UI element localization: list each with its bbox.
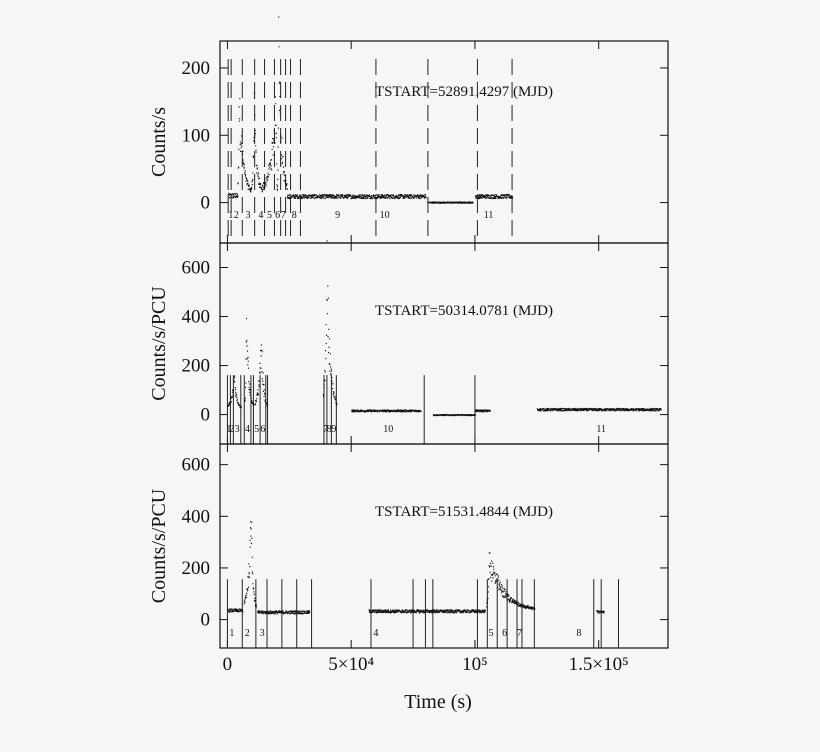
segment-label: 7 (323, 424, 328, 435)
segment-label: 5 (267, 210, 272, 221)
segment-label: 1 (228, 210, 233, 221)
segment-label: 6 (502, 628, 507, 639)
y-tick-label: 0 (201, 610, 211, 631)
y-axis-title: Counts/s (148, 107, 170, 177)
y-tick-label: 200 (182, 356, 211, 377)
x-axis-title: Time (s) (404, 691, 472, 713)
light-curve-series (286, 193, 427, 200)
light-curve-series (351, 409, 422, 413)
segment-label: 3 (235, 424, 240, 435)
panel-frame (219, 242, 669, 445)
y-tick-label: 400 (182, 506, 211, 527)
segment-label: 8 (292, 210, 297, 221)
light-curve-series (254, 344, 269, 407)
segment-label: 11 (596, 424, 606, 435)
light-curve-series (322, 240, 338, 406)
light-curve-series (486, 552, 536, 611)
y-tick-label: 600 (182, 258, 211, 279)
light-curve-series (243, 521, 257, 608)
segment-label: 1 (226, 424, 231, 435)
x-tick-label: 0 (223, 654, 233, 675)
y-tick-label: 100 (182, 125, 211, 146)
light-curve-series (427, 201, 474, 204)
y-tick-label: 200 (182, 58, 211, 79)
light-curve-series (244, 318, 255, 406)
light-curve-series (262, 96, 278, 191)
x-tick-label: 10⁵ (462, 654, 488, 675)
segment-label: 8 (576, 628, 581, 639)
light-curve-series (257, 610, 311, 615)
light-curve-series (227, 192, 239, 199)
segment-label: 10 (380, 210, 390, 221)
segment-label: 1 (229, 628, 234, 639)
segment-label: 3 (260, 628, 265, 639)
y-tick-label: 0 (201, 193, 211, 214)
light-curve-series (368, 609, 486, 614)
tstart-annotation: TSTART=52891.4297 (MJD) (375, 84, 553, 100)
data-points (227, 240, 662, 417)
light-curve-series (227, 608, 244, 613)
y-tick-label: 0 (201, 405, 211, 426)
light-curve-series (227, 375, 242, 409)
segment-label: 2 (229, 424, 234, 435)
panel-2: 0 200 400 600 Counts/s/PCU TSTART=50314.0781 … (148, 240, 669, 445)
y-axis-title: Counts/s/PCU (148, 286, 170, 401)
y-tick-label: 600 (182, 455, 211, 476)
panel-frame (219, 40, 669, 244)
segment-label: 8 (327, 424, 332, 435)
segment-label: 3 (245, 210, 250, 221)
segment-label: 10 (383, 424, 393, 435)
y-tick-label: 200 (182, 558, 211, 579)
x-tick-label: 1.5×10⁵ (569, 654, 629, 675)
segment-label: 6 (260, 424, 265, 435)
light-curve-series (237, 98, 252, 193)
segment-label: 4 (258, 210, 263, 221)
tstart-annotation: TSTART=50314.0781 (MJD) (375, 303, 553, 319)
light-curve-series (596, 610, 605, 614)
light-curve-series (432, 414, 476, 417)
tstart-annotation: TSTART=51531.4844 (MJD) (375, 504, 553, 520)
x-tick-labels: 0 5×10⁴ 10⁵ 1.5×10⁵ (223, 654, 629, 675)
data-points (227, 521, 605, 615)
panel-3: 0 200 400 600 Counts/s/PCU TSTART=51531.4844 … (148, 443, 669, 649)
segment-label: 11 (484, 210, 494, 221)
segment-label: 7 (517, 628, 522, 639)
segment-label: 5 (489, 628, 494, 639)
x-tick-label: 5×10⁴ (328, 654, 374, 675)
panel-frame (219, 443, 669, 649)
segment-label: 7 (281, 210, 286, 221)
segment-label: 9 (335, 210, 340, 221)
segment-label: 5 (254, 424, 259, 435)
light-curve-series (474, 409, 491, 413)
segment-label: 2 (245, 628, 250, 639)
light-curve-series (276, 16, 288, 190)
segment-label: 4 (373, 628, 378, 639)
segment-label: 9 (331, 424, 336, 435)
light-curve-series (474, 193, 514, 200)
panel-1: 0 100 200 Counts/s TSTART=52891.4297 (MJD) 1 2… (148, 16, 669, 244)
light-curve-series (536, 407, 662, 412)
data-points (227, 16, 514, 204)
y-tick-label: 400 (182, 307, 211, 328)
segment-label: 2 (234, 210, 239, 221)
y-axis-title: Counts/s/PCU (148, 488, 170, 603)
segment-label: 4 (245, 424, 250, 435)
segment-label: 6 (275, 210, 280, 221)
light-curve-series (250, 92, 264, 193)
